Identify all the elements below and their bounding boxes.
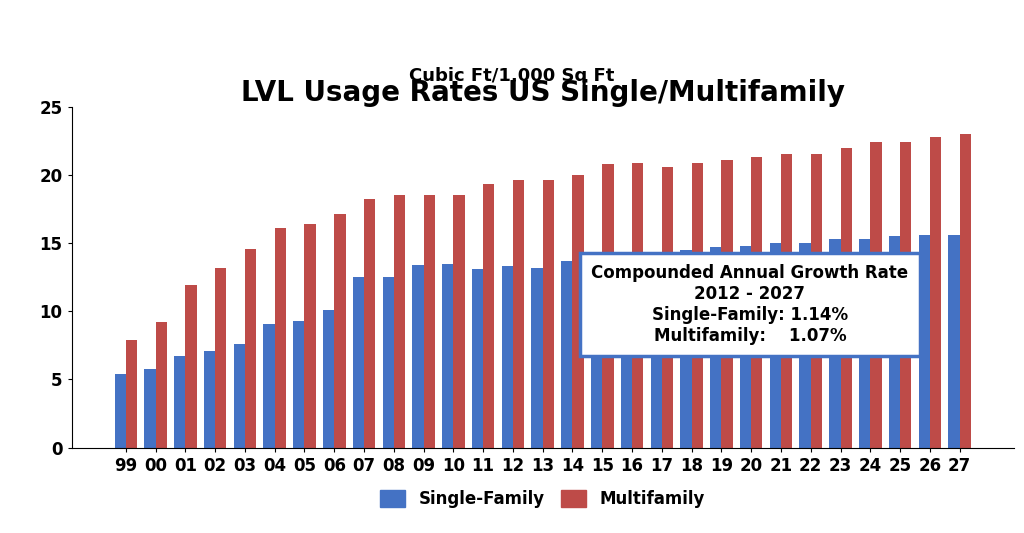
Bar	[383, 277, 394, 448]
Bar	[561, 261, 572, 448]
Bar	[513, 180, 524, 448]
Bar	[948, 235, 959, 448]
Bar	[543, 180, 554, 448]
Bar	[442, 263, 454, 448]
Bar	[263, 324, 274, 448]
Bar	[781, 155, 793, 448]
Title: LVL Usage Rates US Single/Multifamily: LVL Usage Rates US Single/Multifamily	[241, 78, 845, 107]
Bar	[323, 310, 334, 448]
Bar	[800, 243, 811, 448]
Bar	[413, 265, 424, 448]
Bar	[870, 142, 882, 448]
Bar	[621, 253, 632, 448]
Bar	[144, 369, 156, 448]
Bar	[632, 163, 643, 448]
Legend: Single-Family, Multifamily: Single-Family, Multifamily	[374, 483, 712, 514]
Bar	[204, 351, 215, 448]
Bar	[245, 248, 256, 448]
Bar	[930, 136, 941, 448]
Bar	[293, 321, 304, 448]
Bar	[841, 148, 852, 448]
Bar	[531, 268, 543, 448]
Bar	[959, 134, 971, 448]
Bar	[185, 285, 197, 448]
Bar	[829, 239, 841, 448]
Bar	[454, 195, 465, 448]
Bar	[662, 167, 673, 448]
Bar	[215, 268, 226, 448]
Bar	[591, 257, 602, 448]
Bar	[740, 246, 752, 448]
Bar	[233, 344, 245, 448]
Text: Compounded Annual Growth Rate
2012 - 2027
Single-Family: 1.14%
Multifamily:    1: Compounded Annual Growth Rate 2012 - 202…	[592, 264, 908, 345]
Bar	[126, 340, 137, 448]
Bar	[334, 214, 345, 448]
Bar	[721, 160, 733, 448]
Bar	[174, 356, 185, 448]
Bar	[889, 236, 900, 448]
Bar	[365, 199, 376, 448]
Bar	[274, 228, 286, 448]
Bar	[115, 374, 126, 448]
Bar	[900, 142, 911, 448]
Bar	[710, 247, 721, 448]
Bar	[811, 155, 822, 448]
Text: Cubic Ft/1,000 Sq Ft: Cubic Ft/1,000 Sq Ft	[410, 67, 614, 85]
Bar	[752, 157, 763, 448]
Bar	[502, 266, 513, 448]
Bar	[650, 253, 662, 448]
Bar	[680, 250, 691, 448]
Bar	[156, 322, 167, 448]
Bar	[394, 195, 406, 448]
Bar	[572, 175, 584, 448]
Bar	[859, 239, 870, 448]
Bar	[424, 195, 435, 448]
Bar	[483, 184, 495, 448]
Bar	[352, 277, 365, 448]
Bar	[919, 235, 930, 448]
Bar	[304, 224, 315, 448]
Bar	[602, 164, 613, 448]
Bar	[691, 163, 702, 448]
Bar	[472, 269, 483, 448]
Bar	[770, 243, 781, 448]
